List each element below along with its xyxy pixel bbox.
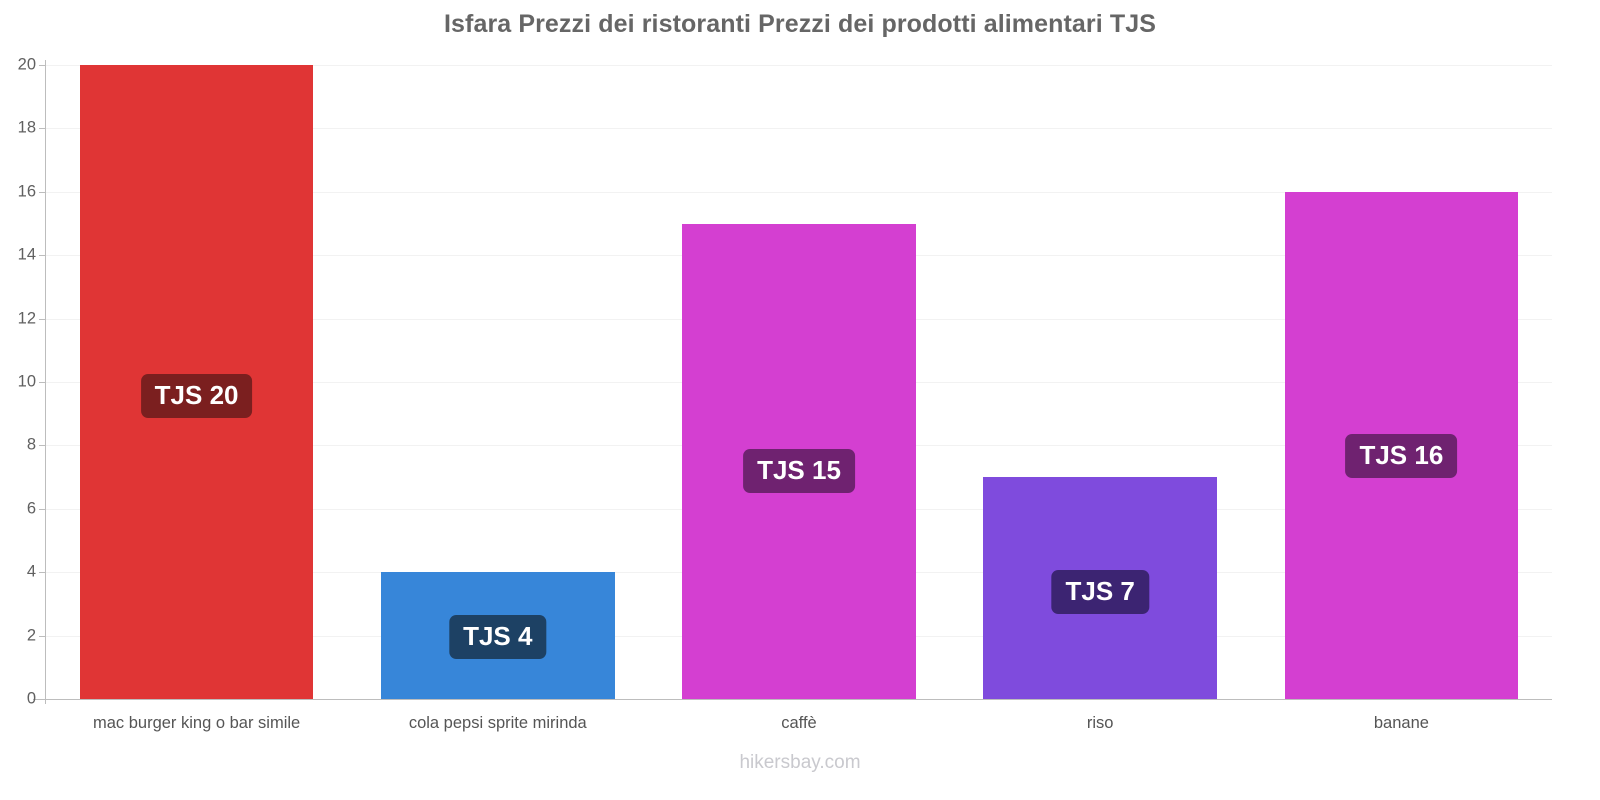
bar-value-label: TJS 4 xyxy=(449,614,547,659)
y-axis-tick-label: 2 xyxy=(26,626,36,645)
y-axis-tick-label: 18 xyxy=(17,118,36,137)
gridline xyxy=(46,191,1552,193)
footer-credit: hikersbay.com xyxy=(739,752,861,773)
y-axis-tick-label: 8 xyxy=(26,435,36,454)
y-axis-tick-mark xyxy=(39,65,46,66)
page-title: Isfara Prezzi dei ristoranti Prezzi dei … xyxy=(443,10,1157,38)
bar[interactable]: TJS 7 xyxy=(983,477,1217,699)
bar[interactable]: TJS 15 xyxy=(682,223,916,699)
y-axis-tick-mark xyxy=(39,255,46,257)
y-axis-tick-mark xyxy=(39,318,46,320)
bar-value-label: TJS 7 xyxy=(1051,569,1149,614)
bar[interactable]: TJS 20 xyxy=(79,65,314,699)
bar[interactable]: TJS 16 xyxy=(1284,191,1519,699)
y-axis-tick-label: 20 xyxy=(17,55,36,74)
y-axis-tick-label: 10 xyxy=(17,372,36,391)
bar[interactable]: TJS 4 xyxy=(381,572,615,699)
y-axis-tick-mark xyxy=(39,191,46,193)
y-axis-tick-label: 12 xyxy=(17,309,36,328)
y-axis-tick-mark xyxy=(39,572,46,574)
y-axis-tick-mark xyxy=(39,382,46,383)
bar-value-label: TJS 15 xyxy=(743,449,855,494)
bar-value-label: TJS 16 xyxy=(1345,434,1458,479)
y-axis-tick-label: 4 xyxy=(26,562,36,581)
y-axis-tick-mark xyxy=(39,699,46,700)
y-axis-tick-label: 14 xyxy=(17,245,36,264)
y-axis-tick-mark xyxy=(39,445,46,447)
x-axis-category-label: riso xyxy=(1086,714,1114,732)
plot-area: TJS 20 TJS 4 TJS 15 TJS 7 TJS 16 xyxy=(46,65,1552,699)
y-axis-tick-label: 6 xyxy=(26,499,36,518)
x-axis-category-label: banane xyxy=(1373,714,1429,732)
x-axis-line xyxy=(33,699,1552,700)
gridline xyxy=(46,65,1552,66)
x-axis-category-label: mac burger king o bar simile xyxy=(92,714,301,732)
y-axis-tick-mark xyxy=(39,128,46,130)
x-axis-category-label: caffè xyxy=(781,714,817,732)
y-axis-tick-label: 0 xyxy=(26,689,36,708)
x-axis-category-label: cola pepsi sprite mirinda xyxy=(408,714,587,732)
y-axis-tick-label: 16 xyxy=(17,182,36,201)
gridline xyxy=(46,128,1552,130)
y-axis-tick-mark xyxy=(39,635,46,637)
bar-value-label: TJS 20 xyxy=(140,373,253,418)
y-axis-tick-mark xyxy=(39,508,46,510)
